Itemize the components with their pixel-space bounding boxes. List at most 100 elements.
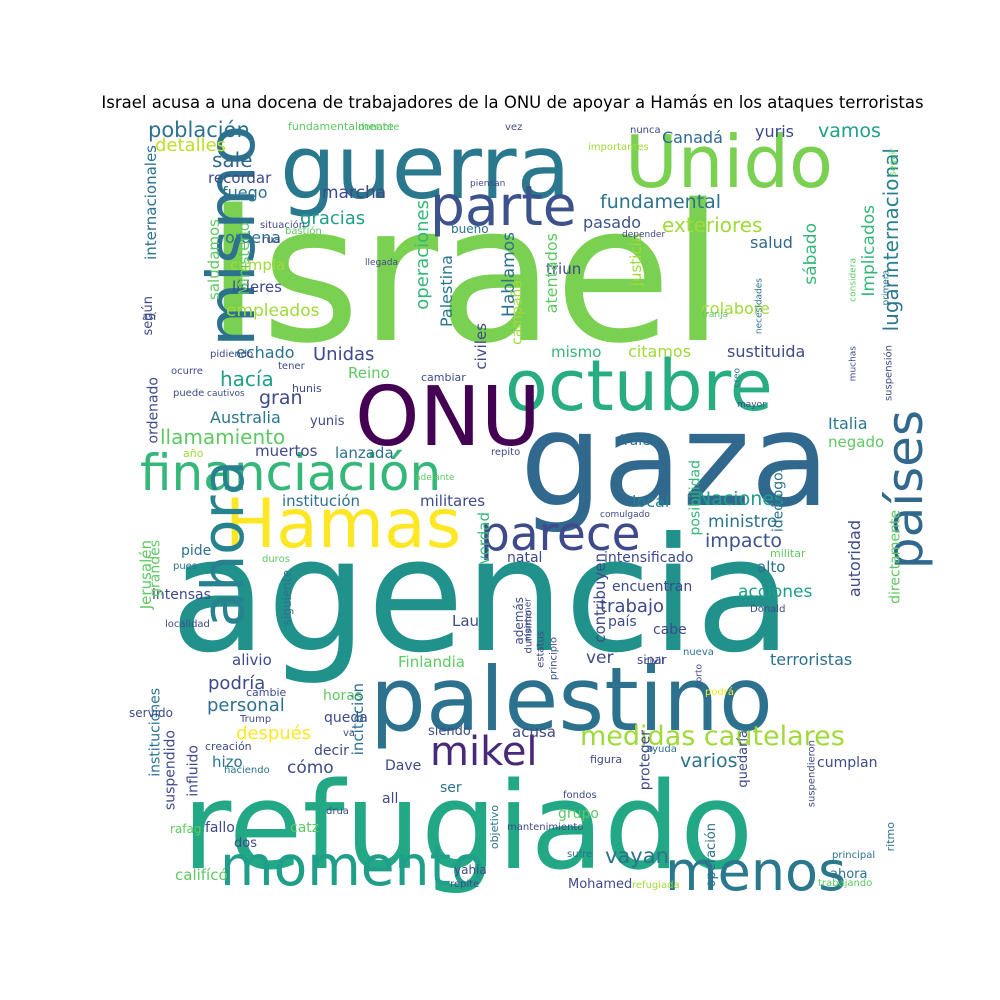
- word-72: directamente: [888, 510, 904, 604]
- word-24: fuego: [222, 183, 268, 202]
- word-71: autoridad: [845, 520, 864, 597]
- word-164: drua: [326, 806, 349, 817]
- word-74: citamos: [628, 342, 691, 361]
- word-141: militar: [770, 547, 806, 560]
- word-6: octubre: [505, 345, 773, 427]
- word-194: mantener: [524, 598, 534, 642]
- word-34: Implicados: [859, 205, 879, 297]
- word-7: Unido: [625, 120, 833, 204]
- word-113: grupo: [558, 806, 599, 822]
- word-64: institución: [282, 492, 360, 510]
- word-39: colabore: [701, 299, 770, 318]
- word-100: queda: [324, 710, 368, 726]
- word-77: posibilidad: [688, 460, 704, 536]
- word-96: alivio: [232, 651, 272, 669]
- word-119: vayan: [605, 844, 669, 868]
- word-115: ser: [440, 780, 462, 796]
- word-130: ordenado: [146, 377, 162, 443]
- word-170: piensan: [470, 179, 505, 189]
- word-107: decir: [314, 743, 349, 759]
- word-67: ministro: [708, 512, 777, 532]
- word-79: Jerusalén: [137, 540, 155, 610]
- word-140: repito: [491, 447, 520, 458]
- word-11: momento: [220, 834, 485, 898]
- word-136: hunis: [292, 382, 322, 395]
- word-147: estatus: [535, 631, 546, 668]
- word-75: sustituida: [727, 342, 805, 361]
- word-165: haciendo: [224, 765, 270, 776]
- word-183: rua: [262, 233, 280, 246]
- word-166: fundamentalmente: [288, 120, 394, 133]
- word-160: principal: [832, 850, 875, 861]
- word-4: palestino: [370, 648, 773, 751]
- word-17: mikel: [430, 729, 538, 775]
- word-13: ahora: [189, 460, 257, 627]
- word-9: Hamas: [225, 485, 461, 564]
- word-89: país: [608, 614, 637, 630]
- word-135: rafag: [170, 822, 201, 836]
- word-35: sábado: [801, 223, 821, 285]
- word-29: vamos: [818, 120, 881, 142]
- word-8: ONU: [355, 370, 541, 465]
- word-138: cambiar: [421, 371, 466, 384]
- word-3: gaza: [520, 384, 830, 536]
- word-15: parte: [430, 174, 577, 238]
- word-159: repite: [450, 879, 479, 890]
- word-70: negado: [828, 433, 884, 451]
- word-125: suspendido: [163, 730, 179, 810]
- word-200: va: [343, 728, 355, 739]
- word-196: pues: [173, 561, 197, 572]
- word-84: intensificado: [604, 550, 693, 566]
- chart-title: Israel acusa a una docena de trabajadore…: [101, 93, 924, 112]
- word-193: comulgado: [600, 510, 650, 520]
- word-173: primera: [882, 270, 892, 305]
- word-190: cautivos: [207, 389, 245, 399]
- word-47: ordena: [225, 228, 281, 247]
- word-150: corto: [695, 664, 705, 688]
- word-25: marcha: [322, 183, 386, 203]
- word-54: internacionales: [142, 145, 160, 260]
- word-73: mismo: [551, 343, 601, 361]
- word-26: gracias: [300, 208, 365, 229]
- word-31: yuris: [755, 122, 794, 141]
- word-23: recordar: [208, 169, 272, 187]
- word-192: adelante: [415, 473, 455, 483]
- word-129: siguiente: [280, 570, 294, 625]
- word-65: militares: [420, 492, 485, 510]
- word-44: atentados: [542, 233, 561, 313]
- word-148: principio: [548, 637, 559, 680]
- word-98: personal: [207, 695, 285, 716]
- word-95: terroristas: [770, 650, 852, 669]
- word-182: bastión: [285, 225, 322, 237]
- word-50: empleados: [226, 301, 320, 321]
- word-157: sufre: [567, 849, 592, 860]
- word-152: objetivo: [488, 805, 501, 849]
- word-42: Hablamos: [499, 232, 519, 317]
- word-133: Trump: [239, 714, 271, 725]
- word-151: podrá: [705, 686, 734, 698]
- word-105: varios: [680, 750, 738, 772]
- word-176: muchas: [849, 346, 859, 382]
- word-57: hacía: [220, 367, 274, 391]
- word-155: fondos: [563, 790, 597, 801]
- word-169: nunca: [630, 125, 661, 136]
- word-91: ver: [586, 648, 614, 668]
- word-38: triun: [546, 260, 581, 278]
- word-184: llegada: [365, 258, 398, 268]
- word-20: población: [148, 118, 250, 142]
- word-128: grandes: [148, 540, 164, 597]
- word-106: cómo: [287, 758, 334, 778]
- word-124: ritmo: [884, 822, 897, 852]
- word-158: refugiada: [632, 880, 680, 891]
- word-48: cumpla: [230, 256, 285, 274]
- word-177: creo: [733, 368, 743, 388]
- word-198: bueno: [451, 222, 489, 236]
- word-185: así: [142, 311, 157, 323]
- word-104: siendo: [428, 724, 471, 739]
- word-167: donante: [358, 122, 399, 133]
- word-174: considera: [849, 258, 859, 302]
- word-80: pide: [181, 543, 211, 559]
- word-55: Unidas: [313, 344, 374, 365]
- word-171: importantes: [588, 142, 649, 153]
